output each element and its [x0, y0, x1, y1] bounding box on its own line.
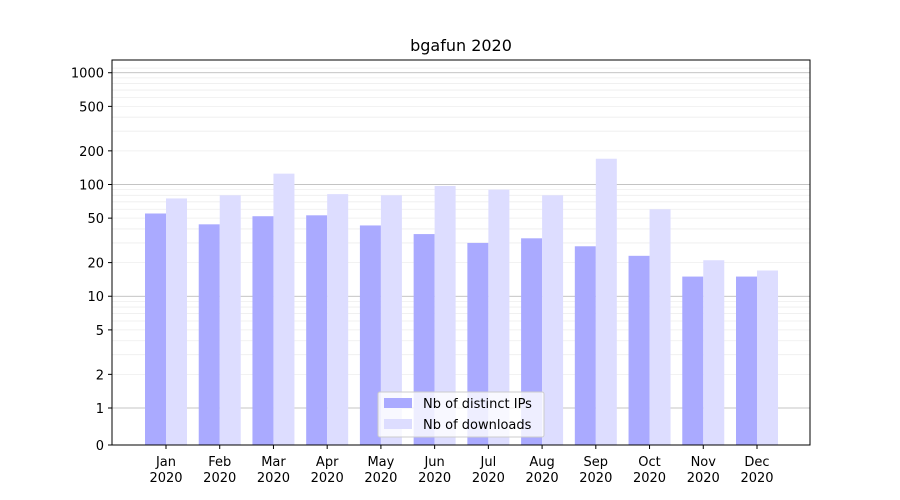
- bar-distinct-ips-mar: [252, 216, 274, 445]
- x-tick-label-month: Oct: [638, 455, 660, 470]
- y-tick-label: 0: [96, 439, 104, 454]
- x-tick-label-month: Nov: [691, 455, 717, 470]
- x-tick-label-year: 2020: [311, 471, 344, 486]
- bar-downloads-may: [380, 195, 402, 445]
- x-tick-label-year: 2020: [203, 471, 236, 486]
- bar-distinct-ips-may: [359, 225, 381, 445]
- x-tick-label-month: Aug: [529, 455, 554, 470]
- x-tick-label-month: Dec: [744, 455, 769, 470]
- x-tick-label-year: 2020: [740, 471, 773, 486]
- bar-downloads-feb: [219, 195, 241, 445]
- bar-downloads-mar: [273, 173, 295, 445]
- x-tick-label-year: 2020: [257, 471, 290, 486]
- x-tick-label-month: Jun: [423, 455, 444, 470]
- chart-title: bgafun 2020: [410, 36, 512, 55]
- x-tick-label-month: Feb: [208, 455, 231, 470]
- x-tick-label: Feb 2020: [203, 455, 236, 486]
- x-tick-label: Jul 2020: [472, 455, 505, 486]
- bar-downloads-aug: [542, 195, 564, 445]
- legend-swatch-downloads: [384, 419, 412, 429]
- x-tick-label: Jun 2020: [418, 455, 451, 486]
- plot-frame: [111, 59, 811, 446]
- legend: Nb of distinct IPs Nb of downloads: [377, 391, 545, 438]
- bar-downloads-jan: [166, 198, 187, 445]
- y-tick-label: 1000: [71, 67, 104, 82]
- bar-distinct-ips-dec: [736, 276, 757, 445]
- bar-distinct-ips-feb: [198, 224, 220, 445]
- x-tick-label-year: 2020: [633, 471, 666, 486]
- bar-distinct-ips-sep: [574, 246, 596, 445]
- legend-swatch-ips: [384, 398, 412, 408]
- x-tick-label-year: 2020: [364, 471, 397, 486]
- x-tick-label: Apr 2020: [311, 455, 344, 486]
- x-tick-label-year: 2020: [526, 471, 559, 486]
- y-tick-label: 200: [79, 145, 104, 160]
- x-tick-label-month: Jul: [480, 455, 497, 470]
- legend-label-ips: Nb of distinct IPs: [423, 397, 532, 412]
- y-tick-label: 10: [87, 290, 104, 305]
- x-tick-label: Jan 2020: [149, 455, 182, 486]
- x-tick-label-month: May: [367, 455, 394, 470]
- bar-downloads-nov: [703, 260, 725, 445]
- legend-box: [377, 391, 545, 438]
- x-tick-label: Sep 2020: [579, 455, 612, 486]
- x-tick-label-year: 2020: [149, 471, 182, 486]
- bar-downloads-jun: [434, 185, 456, 445]
- y-tick-label: 20: [87, 257, 104, 272]
- x-tick-label-month: Apr: [316, 455, 339, 470]
- x-tick-label-year: 2020: [687, 471, 720, 486]
- x-tick-label: Oct 2020: [633, 455, 666, 486]
- y-tick-label: 5: [96, 324, 104, 339]
- y-tick-label: 100: [79, 178, 104, 193]
- bar-distinct-ips-apr: [306, 215, 328, 445]
- legend-label-downloads: Nb of downloads: [423, 418, 532, 433]
- bar-downloads-oct: [649, 209, 671, 445]
- x-tick-label: Nov 2020: [687, 455, 720, 486]
- bar-distinct-ips-nov: [682, 276, 704, 445]
- bar-downloads-jul: [488, 189, 510, 445]
- y-tick-label: 50: [87, 212, 104, 227]
- bar-distinct-ips-oct: [628, 255, 650, 445]
- x-tick-label-month: Sep: [584, 455, 609, 470]
- x-tick-label-year: 2020: [579, 471, 612, 486]
- y-axis: 0 1 2 5 10 20 50 100 200 500 1000: [71, 67, 112, 454]
- x-tick-label-month: Jan: [155, 455, 176, 470]
- bar-downloads-dec: [757, 270, 778, 445]
- x-tick-label-year: 2020: [472, 471, 505, 486]
- x-tick-label-month: Mar: [261, 455, 286, 470]
- x-tick-label: Mar 2020: [257, 455, 290, 486]
- x-tick-label-year: 2020: [418, 471, 451, 486]
- x-tick-label: Dec 2020: [740, 455, 773, 486]
- bar-distinct-ips-jan: [145, 213, 166, 445]
- bar-downloads-sep: [595, 158, 617, 445]
- bar-downloads-apr: [327, 194, 349, 445]
- x-tick-label: May 2020: [364, 455, 397, 486]
- x-tick-label: Aug 2020: [526, 455, 559, 486]
- y-tick-label: 1: [96, 402, 104, 417]
- y-tick-label: 500: [79, 100, 104, 115]
- y-tick-label: 2: [96, 368, 104, 383]
